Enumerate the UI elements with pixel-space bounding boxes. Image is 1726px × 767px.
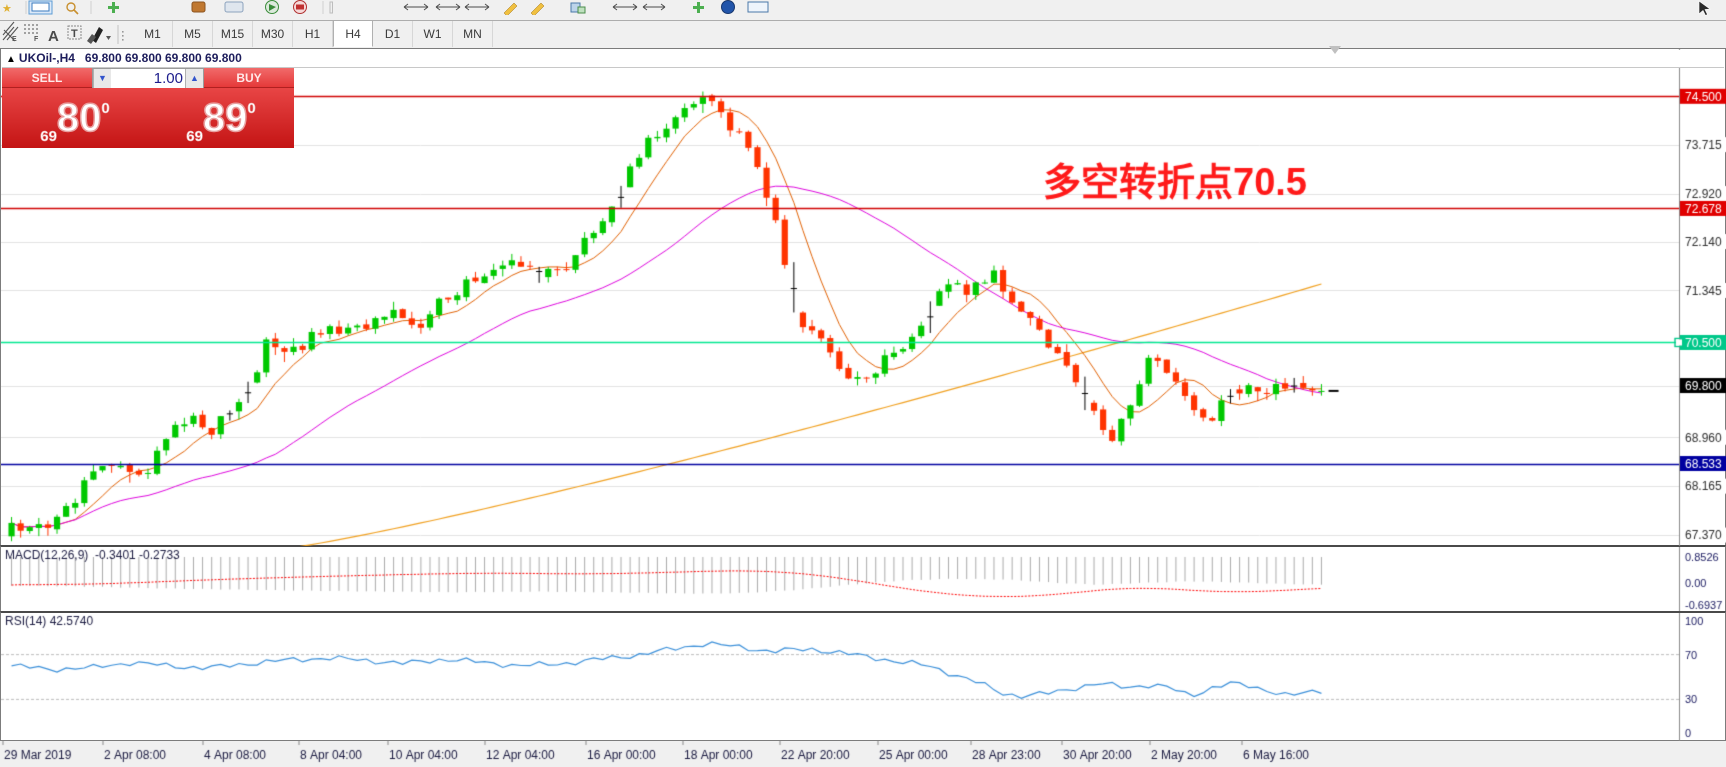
- svg-text:E: E: [12, 36, 17, 43]
- svg-text:★: ★: [2, 3, 12, 15]
- svg-text:T: T: [71, 28, 78, 40]
- svg-text:A: A: [48, 28, 59, 45]
- svg-text:F: F: [34, 36, 39, 43]
